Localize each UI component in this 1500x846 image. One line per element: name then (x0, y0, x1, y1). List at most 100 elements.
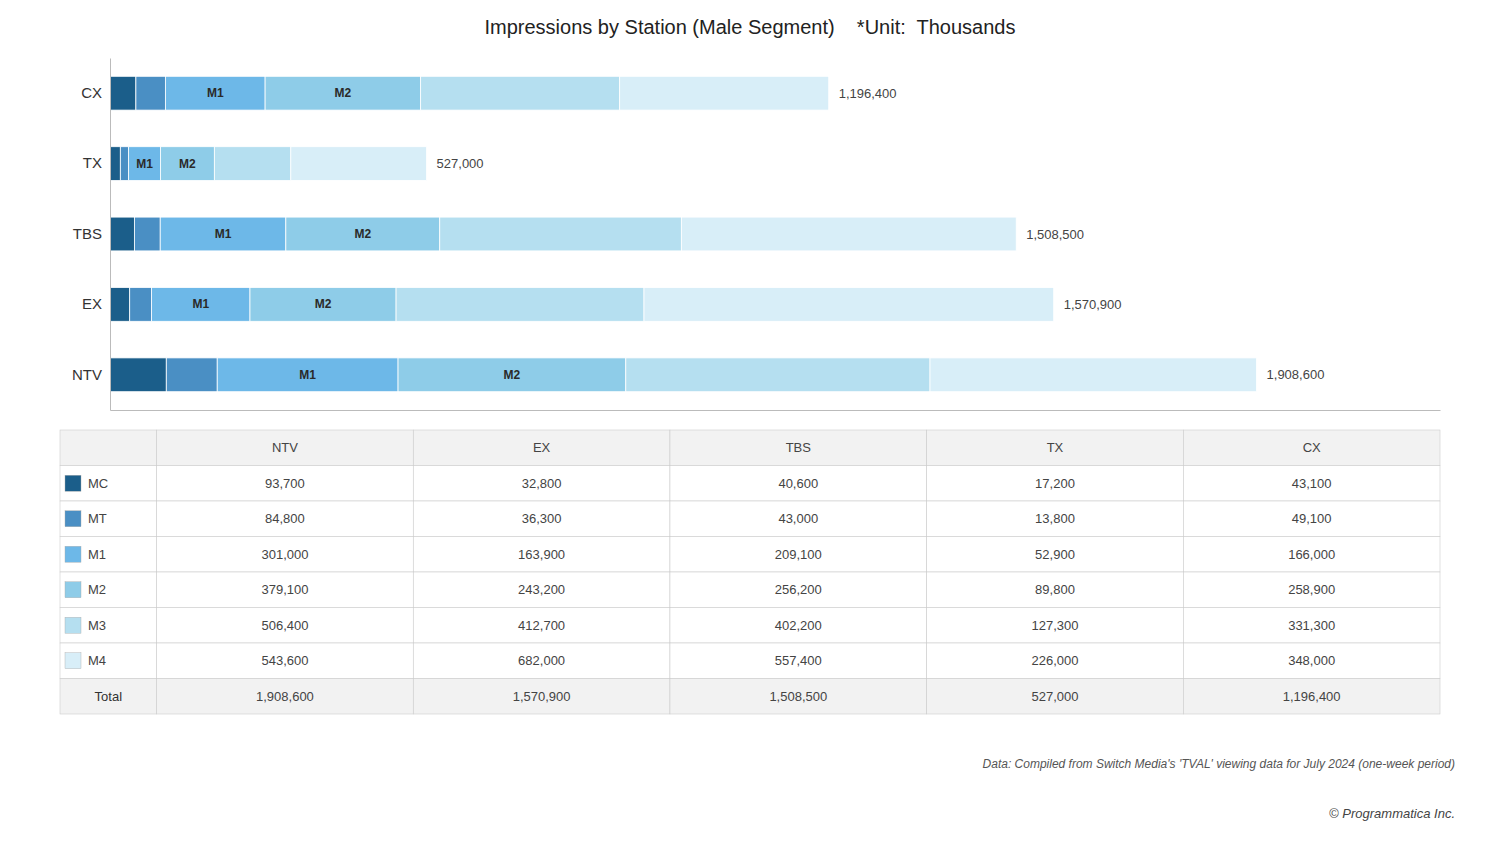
chart-title: Impressions by Station (Male Segment) *U… (485, 16, 1016, 38)
table-cell (670, 608, 927, 644)
table-row-label: MT (88, 511, 107, 526)
table-cell-label: 226,000 (1031, 653, 1078, 668)
segment-label: M2 (315, 297, 332, 311)
table-cell-label: 52,900 (1035, 547, 1075, 562)
table-cell-label: 682,000 (518, 653, 565, 668)
bar-segment (291, 147, 427, 181)
bar-segment (160, 217, 286, 251)
table-cell-label: 209,100 (775, 547, 822, 562)
table-cell-label: 506,400 (261, 618, 308, 633)
table-corner-cell (60, 430, 157, 466)
table-header: EX (533, 440, 551, 455)
total-label: 1,508,500 (1026, 227, 1084, 242)
table-cell-label: 163,900 (518, 547, 565, 562)
table-cell (1183, 537, 1440, 573)
table-cell-label: 379,100 (261, 582, 308, 597)
table-cell (157, 537, 414, 573)
table-cell (157, 643, 414, 679)
table-cell (1183, 466, 1440, 502)
table-swatch (65, 617, 81, 633)
segment-label: M2 (504, 368, 521, 382)
table-cell-label: 32,800 (522, 476, 562, 491)
bar-segment (136, 76, 165, 110)
segment-labels: M1M1M1M1M1M2M2M2M2M2 (136, 86, 520, 382)
table-cell-label: 301,000 (261, 547, 308, 562)
table-cell-label: 93,700 (265, 476, 305, 491)
table-cell-label: 256,200 (775, 582, 822, 597)
background (0, 0, 1500, 846)
table-cell (670, 572, 927, 608)
bar-segment (440, 217, 682, 251)
bar-segment (398, 358, 626, 392)
table-cell-label: 89,800 (1035, 582, 1075, 597)
table-cell (927, 537, 1184, 573)
table-row-label-cell (60, 608, 157, 644)
y-tick-label: TBS (73, 225, 102, 242)
bar-segment (110, 288, 130, 322)
table-header-cell (1183, 430, 1440, 466)
table-cell (670, 537, 927, 573)
table-cell-label: 17,200 (1035, 476, 1075, 491)
table-header-cell (670, 430, 927, 466)
table-cell (1183, 679, 1440, 715)
table-cell (413, 501, 670, 537)
segment-label: M2 (335, 86, 352, 100)
bar-segment (217, 358, 398, 392)
bar-segment (930, 358, 1257, 392)
footnote: © Programmatica Inc. (1329, 806, 1455, 821)
table-row-label-cell (60, 537, 157, 573)
table-cell (670, 643, 927, 679)
bar-segment (134, 217, 160, 251)
x-axis-line (111, 410, 1441, 411)
table-cell-label: 127,300 (1031, 618, 1078, 633)
table-cell (157, 466, 414, 502)
segment-label: M2 (354, 227, 371, 241)
table-cell (413, 608, 670, 644)
table-swatch (65, 511, 81, 527)
table-cell-label: 49,100 (1292, 511, 1332, 526)
bar-segment (110, 147, 120, 181)
table-header-cell (927, 430, 1184, 466)
table-cell (413, 679, 670, 715)
table-cell-label: 412,700 (518, 618, 565, 633)
table-row-label-cell (60, 679, 157, 715)
table-cell-label: 1,570,900 (513, 689, 571, 704)
table-cell (670, 679, 927, 715)
footnote: Data: Compiled from Switch Media's 'TVAL… (983, 757, 1455, 771)
table-cell-label: 527,000 (1031, 689, 1078, 704)
bar-segment (396, 288, 644, 322)
table-cell (157, 572, 414, 608)
table-cell (670, 501, 927, 537)
y-tick-label: TX (83, 154, 102, 171)
table-header: TX (1047, 440, 1064, 455)
segment-label: M1 (192, 297, 209, 311)
table-cell-label: 84,800 (265, 511, 305, 526)
table-cell (1183, 501, 1440, 537)
table-cell-label: 13,800 (1035, 511, 1075, 526)
table-row-label: MC (88, 476, 108, 491)
bar-segment (130, 288, 152, 322)
table-cell (157, 608, 414, 644)
segment-label: M1 (207, 86, 224, 100)
table-cell-label: 43,000 (778, 511, 818, 526)
bar-segment (120, 147, 128, 181)
y-axis-line (110, 59, 111, 411)
table-header-cell (157, 430, 414, 466)
table-row-label: M3 (88, 618, 106, 633)
table-cell-label: 1,508,500 (769, 689, 827, 704)
x-axis (111, 410, 1441, 411)
table-cell (157, 501, 414, 537)
bar-segment (286, 217, 440, 251)
segment-label: M1 (136, 157, 153, 171)
table-row-label-cell (60, 501, 157, 537)
table-header: TBS (786, 440, 812, 455)
total-label: 1,196,400 (839, 86, 897, 101)
bar-segment (129, 147, 161, 181)
table-cell (927, 643, 1184, 679)
y-tick-label: EX (82, 295, 102, 312)
table-cell (1183, 608, 1440, 644)
table-row-label-cell (60, 466, 157, 502)
table-cell (1183, 572, 1440, 608)
bar-segment (681, 217, 1016, 251)
total-label: 1,570,900 (1064, 297, 1122, 312)
